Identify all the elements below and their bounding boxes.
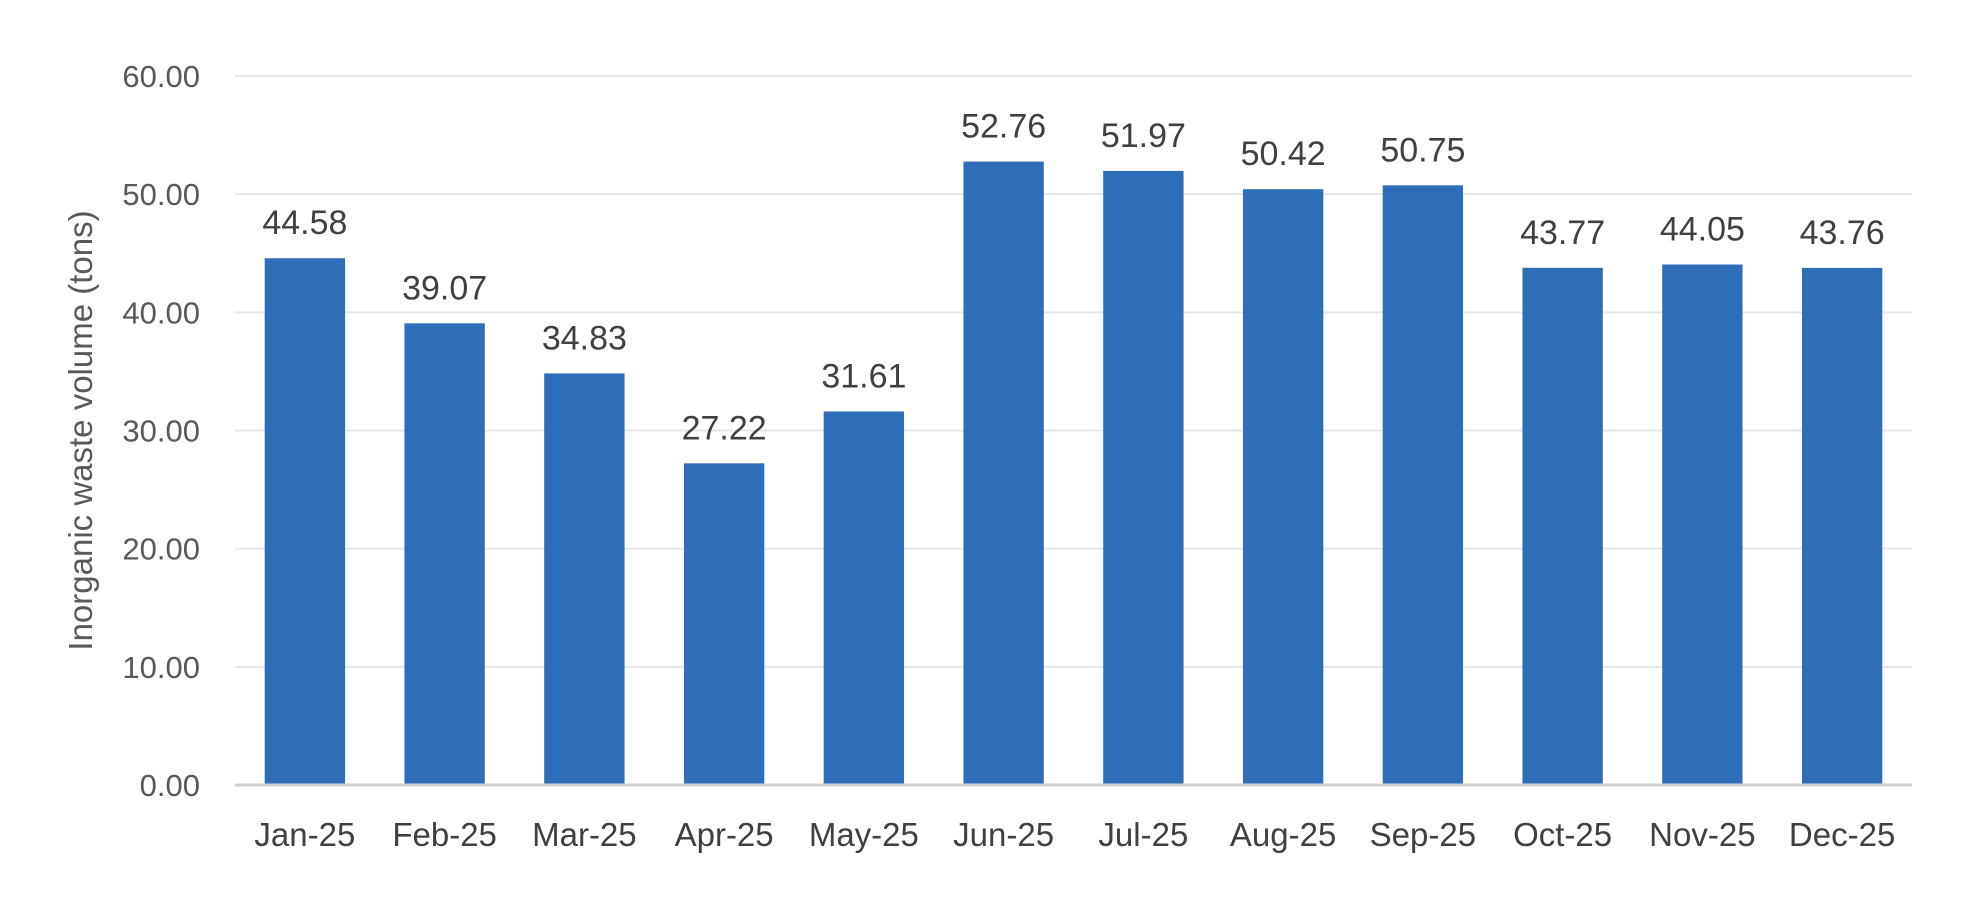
bar	[404, 323, 485, 785]
bar	[1662, 264, 1743, 785]
y-tick-label: 20.00	[122, 532, 200, 567]
data-label: 31.61	[821, 357, 906, 395]
x-tick-label: Aug-25	[1230, 816, 1336, 853]
data-label: 43.77	[1520, 214, 1605, 252]
x-tick-label: May-25	[809, 816, 919, 853]
y-tick-label: 50.00	[122, 177, 200, 212]
bar	[1382, 185, 1464, 785]
data-label: 34.83	[542, 319, 627, 357]
bar	[823, 411, 905, 785]
x-tick-label: Jul-25	[1098, 816, 1188, 853]
x-tick-label: Sep-25	[1370, 816, 1476, 853]
x-tick-label: Feb-25	[392, 816, 497, 853]
y-tick-label: 10.00	[122, 650, 200, 685]
x-tick-label: Jun-25	[953, 816, 1054, 853]
bars	[264, 161, 1883, 786]
data-label: 52.76	[961, 108, 1046, 146]
y-tick-label: 40.00	[122, 295, 200, 330]
x-tick-label: Apr-25	[675, 816, 774, 853]
y-axis-ticks: 0.00 10.00 20.00 30.00 40.00 50.00 60.00	[122, 59, 200, 803]
y-tick-label: 60.00	[122, 59, 200, 94]
bar	[544, 373, 625, 785]
y-tick-label: 0.00	[140, 768, 200, 803]
x-axis-categories: Jan-25 Feb-25 Mar-25 Apr-25 May-25 Jun-25 Jul-…	[254, 816, 1895, 853]
bar	[683, 463, 765, 785]
data-labels: 44.58 39.07 34.83 27.22 31.61 52.76 51.97 50.42…	[262, 108, 1884, 448]
data-label: 44.05	[1660, 210, 1745, 248]
bar	[264, 258, 346, 785]
data-label: 44.58	[262, 204, 347, 242]
x-tick-label: Nov-25	[1649, 816, 1755, 853]
y-axis-title: Inorganic waste volume (tons)	[62, 210, 99, 650]
data-label: 51.97	[1101, 117, 1186, 155]
data-label: 50.75	[1380, 131, 1465, 169]
y-tick-label: 30.00	[122, 414, 200, 449]
bar	[1522, 267, 1603, 785]
x-tick-label: Mar-25	[532, 816, 637, 853]
bar	[963, 161, 1044, 785]
bar	[1103, 170, 1184, 786]
data-label: 50.42	[1241, 135, 1326, 173]
data-label: 39.07	[402, 269, 487, 307]
x-tick-label: Oct-25	[1513, 816, 1612, 853]
data-label: 27.22	[682, 409, 767, 447]
x-tick-label: Jan-25	[254, 816, 355, 853]
bar	[1242, 189, 1324, 785]
gridlines	[235, 75, 1912, 668]
x-tick-label: Dec-25	[1789, 816, 1895, 853]
data-label: 43.76	[1800, 214, 1885, 252]
bar	[1801, 267, 1883, 785]
